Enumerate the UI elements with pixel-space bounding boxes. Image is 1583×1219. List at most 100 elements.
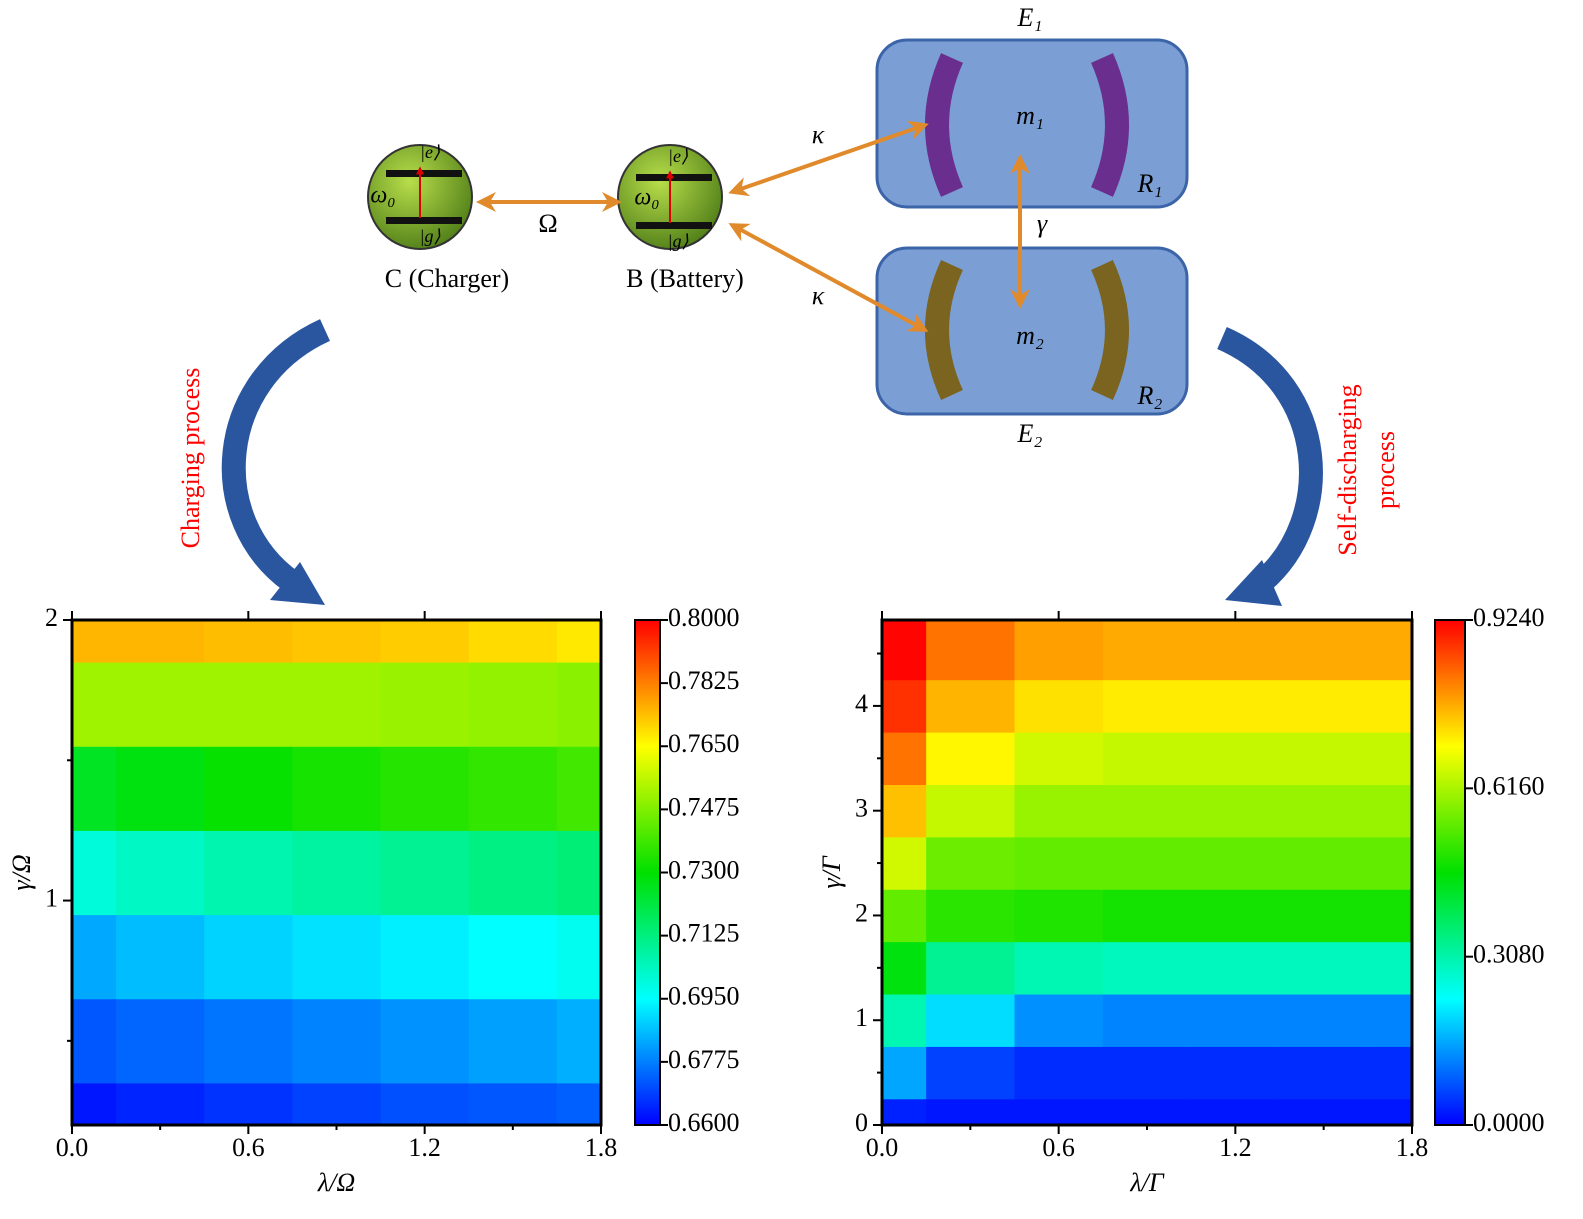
heat-cell [380, 998, 470, 1084]
heat-cell [1191, 1046, 1280, 1100]
heat-cell [1367, 1046, 1413, 1100]
heat-cell [926, 784, 1015, 838]
mode-label: m₂ [1016, 321, 1044, 350]
heat-cell [1014, 836, 1104, 890]
heat-cell [292, 662, 382, 747]
heat-cell [204, 746, 293, 831]
heat-cell [882, 620, 927, 681]
heat-cell [1279, 941, 1369, 995]
reservoir-label: R₁ [1137, 169, 1163, 198]
heat-cell [556, 1082, 602, 1126]
battery: |e⟩ |g⟩ ω₀ B (Battery) [617, 144, 744, 293]
heat-cell [72, 662, 117, 747]
heat-cell [116, 830, 205, 916]
heat-cell [380, 620, 470, 663]
colorbar [1434, 619, 1466, 1126]
heat-cell [468, 620, 558, 663]
colorbar-tick-label: 0.7125 [668, 919, 740, 948]
heat-cell [116, 914, 205, 1000]
x-tick-label: 0.6 [232, 1133, 265, 1162]
heat-cell [116, 662, 205, 747]
magnon-box-2: E₂ m₂ R₂ [875, 246, 1189, 448]
x-tick-label: 1.2 [408, 1133, 441, 1162]
colorbar-tick-label: 0.6600 [668, 1108, 740, 1137]
heat-cell [468, 998, 558, 1084]
x-tick-label: 1.2 [1219, 1133, 1252, 1162]
heat-cell [1102, 889, 1192, 943]
mode-label: m₁ [1016, 101, 1044, 130]
level-label: |g⟩ [420, 226, 441, 246]
heat-cell [926, 732, 1015, 785]
heat-cell [1367, 679, 1413, 733]
colorbar [634, 619, 661, 1126]
colorbar-tick-label: 0.6950 [668, 982, 740, 1011]
heat-cell [556, 998, 602, 1084]
charger: |e⟩ |g⟩ ω₀ C (Charger) [367, 142, 509, 293]
y-tick-label: 2 [855, 898, 868, 927]
heat-cell [380, 830, 470, 916]
heat-cell [1191, 836, 1280, 890]
heat-cell [1102, 1098, 1192, 1126]
heat-cell [926, 620, 1015, 681]
heat-cell [1279, 1046, 1369, 1100]
heat-cell [1191, 784, 1280, 838]
heat-cell [72, 746, 117, 831]
heat-cell [1102, 1046, 1192, 1100]
colorbar-tick-label: 0.3080 [1473, 940, 1545, 969]
heat-cell [882, 732, 927, 785]
heat-cell [1191, 994, 1280, 1047]
heat-cell [468, 662, 558, 747]
x-tick-label: 0.0 [866, 1133, 899, 1162]
coupling-label: Ω [538, 209, 557, 238]
heat-cell [72, 1082, 117, 1126]
heat-cell [1279, 679, 1369, 733]
heat-cell [556, 662, 602, 747]
heat-cell [204, 998, 293, 1084]
y-tick-label: 3 [855, 794, 868, 823]
heat-cell [468, 746, 558, 831]
heat-cell [468, 830, 558, 916]
heat-cell [882, 836, 927, 890]
heat-cell [72, 998, 117, 1084]
heat-cell [1367, 836, 1413, 890]
heat-cell [1279, 784, 1369, 838]
heat-cell [882, 1098, 927, 1126]
level-label: |e⟩ [420, 142, 440, 162]
heat-cell [1102, 994, 1192, 1047]
heat-cell [1014, 732, 1104, 785]
heat-cell [1367, 994, 1413, 1047]
heat-cell [204, 1082, 293, 1126]
heat-cell [926, 836, 1015, 890]
y-tick-label: 0 [855, 1108, 868, 1137]
heat-cell [556, 914, 602, 1000]
y-tick-label: 1 [855, 1003, 868, 1032]
heat-cell [1102, 679, 1192, 733]
couplings [476, 120, 1030, 332]
heat-cell [468, 1082, 558, 1126]
heat-cell [1279, 889, 1369, 943]
heat-cell [116, 998, 205, 1084]
heat-cell [204, 914, 293, 1000]
magnon-box-1: E₁ m₁ R₁ [875, 3, 1189, 209]
colorbar-tick-label: 0.9240 [1473, 603, 1545, 632]
heat-cell [926, 994, 1015, 1047]
heat-cell [116, 620, 205, 663]
heat-cell [1102, 732, 1192, 785]
heat-cell [1191, 732, 1280, 785]
heat-cell [292, 746, 382, 831]
heat-cell [380, 914, 470, 1000]
y-tick-label: 1 [45, 884, 58, 913]
heat-cell [1279, 620, 1369, 681]
x-tick-label: 0.6 [1042, 1133, 1075, 1162]
heat-cell [1367, 941, 1413, 995]
heat-cell [1014, 679, 1104, 733]
coupling-label: κ [812, 120, 825, 149]
environment-label: E₁ [1017, 3, 1043, 32]
colorbar-tick-label: 0.6775 [668, 1045, 740, 1074]
heat-cell [1191, 620, 1280, 681]
colorbar-tick-label: 0.8000 [668, 603, 740, 632]
frequency-label: ω₀ [634, 185, 659, 211]
heat-cell [292, 914, 382, 1000]
node-label: B (Battery) [626, 264, 744, 293]
x-tick-label: 1.8 [1396, 1133, 1429, 1162]
